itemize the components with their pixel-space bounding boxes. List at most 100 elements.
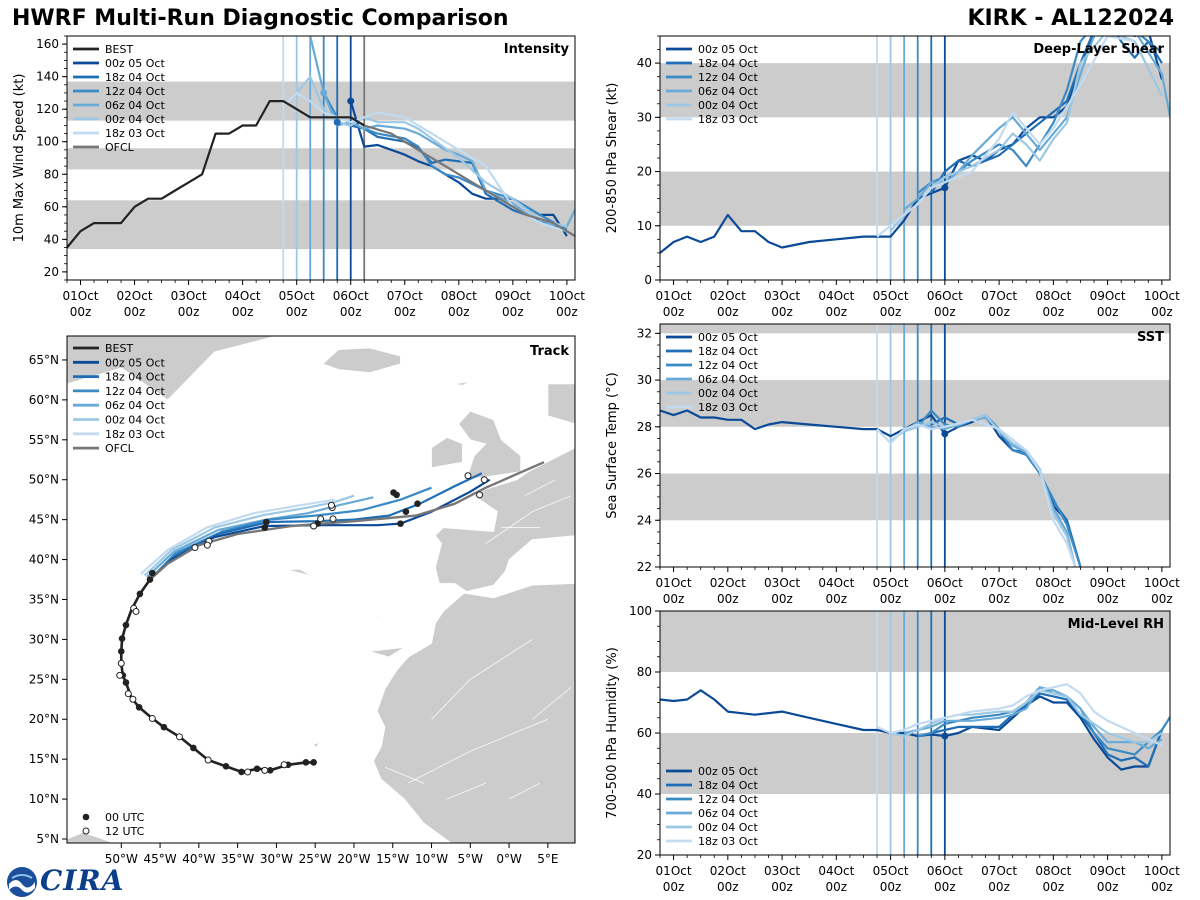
track-xtick-label: 30°W — [260, 852, 293, 866]
sst-xtick-day: 01Oct — [656, 576, 692, 590]
track-marker-00utc-17 — [149, 569, 156, 577]
shear-ytick-label: 0 — [644, 273, 652, 287]
sst-xtick-day: 07Oct — [981, 576, 1017, 590]
shear-ylabel: 200-850 hPa Shear (kt) — [605, 83, 620, 234]
border-line-4 — [384, 766, 424, 784]
rh-legend-label-00z-04-oct: 00z 04 Oct — [698, 821, 758, 834]
track-ytick-label: 45°N — [29, 513, 59, 527]
shear-xtick-hour: 00z — [880, 305, 902, 319]
sst-ytick-label: 30 — [637, 373, 652, 387]
shear-xtick-day: 02Oct — [710, 289, 746, 303]
shear-ytick-label: 10 — [637, 219, 652, 233]
rh-xtick-hour: 00z — [1097, 880, 1119, 894]
sst-band-0 — [660, 473, 1170, 521]
intensity-xtick-hour: 00z — [178, 305, 200, 319]
sst-legend-label-18z-04-oct: 18z 04 Oct — [698, 345, 758, 358]
intensity-series-best — [67, 99, 365, 249]
rh-ytick-label: 100 — [629, 604, 652, 618]
shear-band-0 — [660, 171, 1170, 226]
intensity-xtick-day: 08Oct — [441, 289, 477, 303]
track-xtick-label: 50°W — [105, 852, 138, 866]
intensity-panel: 20 40 60 80 100 120 140 160 01Oct 00z 02Oct 00z 03Oc… — [12, 35, 585, 319]
track-marker-00utc-15 — [136, 590, 144, 598]
sst-band-1 — [660, 380, 1170, 427]
track-title: Track — [530, 344, 569, 359]
intensity-ytick-label: 160 — [36, 37, 59, 51]
track-marker-00utc-1 — [302, 759, 310, 766]
sst-title: SST — [1137, 330, 1164, 345]
rh-marker-0 — [941, 732, 949, 740]
track-marker-00utc-0 — [310, 759, 317, 766]
intensity-legend-label-ofcl: OFCL — [105, 141, 135, 154]
shear-plot-area — [660, 36, 1170, 280]
track-marker-12utc-2 — [244, 768, 252, 776]
rh-ytick-label: 80 — [637, 665, 652, 679]
sst-band-2 — [660, 324, 1170, 334]
track-marker-00utc-9 — [135, 703, 143, 711]
track-ytick-label: 35°N — [29, 592, 59, 606]
sst-ytick-label: 26 — [637, 467, 652, 481]
rh-series-18z-03-oct — [876, 683, 1163, 747]
border-line-3 — [470, 639, 533, 680]
track-marker-12utc-1 — [261, 766, 269, 774]
sst-xtick-hour: 00z — [1151, 592, 1173, 606]
shear-legend-label-18z-04-oct: 18z 04 Oct — [698, 57, 758, 70]
shear-xtick-day: 03Oct — [764, 289, 800, 303]
border-line-9 — [532, 495, 572, 512]
intensity-marker-1 — [347, 97, 355, 105]
shear-xtick-hour: 00z — [1151, 305, 1173, 319]
intensity-marker-0 — [320, 89, 328, 97]
sst-legend-label-00z-04-oct: 00z 04 Oct — [698, 387, 758, 400]
intensity-legend-label-00z-04-oct: 00z 04 Oct — [105, 113, 165, 126]
intensity-ytick-label: 120 — [36, 102, 59, 116]
rh-xtick-day: 01Oct — [656, 864, 692, 878]
rh-xtick-day: 09Oct — [1090, 864, 1126, 878]
intensity-xtick-day: 04Oct — [225, 289, 261, 303]
land-south-america — [67, 832, 114, 843]
shear-panel: 0 10 20 30 40 01Oct 00z 02Oct 00z 03Oct 00z 04Oct 00… — [605, 35, 1180, 319]
track-best — [120, 578, 314, 774]
track-marker-00utc-10 — [122, 679, 130, 686]
rh-xtick-hour: 00z — [771, 880, 793, 894]
sst-ytick-label: 22 — [637, 560, 652, 574]
rh-xtick-day: 02Oct — [710, 864, 746, 878]
track-marker-12utc-19 — [310, 522, 318, 530]
track-ytick-label: 65°N — [29, 353, 59, 367]
sst-ylabel: Sea Surface Temp (°C) — [605, 372, 620, 519]
sst-xtick-day: 03Oct — [764, 576, 800, 590]
shear-xtick-day: 01Oct — [656, 289, 692, 303]
sst-legend-label-06z-04-oct: 06z 04 Oct — [698, 373, 758, 386]
sst-xtick-hour: 00z — [717, 592, 739, 606]
track-marker-00utc-24 — [414, 500, 421, 507]
track-marker-12utc-6 — [129, 695, 137, 703]
track-legend-label-18z-03-oct: 18z 03 Oct — [105, 428, 165, 441]
track-run-18z-03-oct — [139, 498, 335, 575]
border-line-0 — [408, 750, 471, 784]
intensity-xtick-day: 10Oct — [549, 289, 585, 303]
sst-xtick-day: 06Oct — [927, 576, 963, 590]
border-line-5 — [446, 782, 486, 800]
intensity-xtick-day: 01Oct — [62, 289, 98, 303]
rh-ytick-label: 20 — [637, 848, 652, 862]
intensity-ytick-label: 20 — [44, 265, 59, 279]
track-marker-00utc-4 — [253, 765, 261, 773]
track-plot-area — [67, 336, 575, 843]
track-ytick-label: 30°N — [29, 632, 59, 646]
track-marker-12utc-17 — [329, 515, 337, 523]
track-panel: 5°N 10°N 15°N 20°N 25°N 30°N 35°N 40°N 45°N 50°N 5… — [29, 335, 576, 866]
shear-series-18z-03-oct — [876, 36, 1135, 238]
intensity-ytick-label: 100 — [36, 135, 59, 149]
intensity-legend-label-06z-04-oct: 06z 04 Oct — [105, 99, 165, 112]
border-line-1 — [470, 718, 548, 752]
track-marker-12utc-7 — [124, 690, 132, 698]
track-marker-00utc-5 — [238, 768, 245, 776]
track-xtick-label: 5°W — [458, 852, 484, 866]
shear-legend-label-06z-04-oct: 06z 04 Oct — [698, 85, 758, 98]
rh-series-00z-05-oct — [660, 689, 1163, 771]
shear-legend-label-00z-05-oct: 00z 05 Oct — [698, 43, 758, 56]
